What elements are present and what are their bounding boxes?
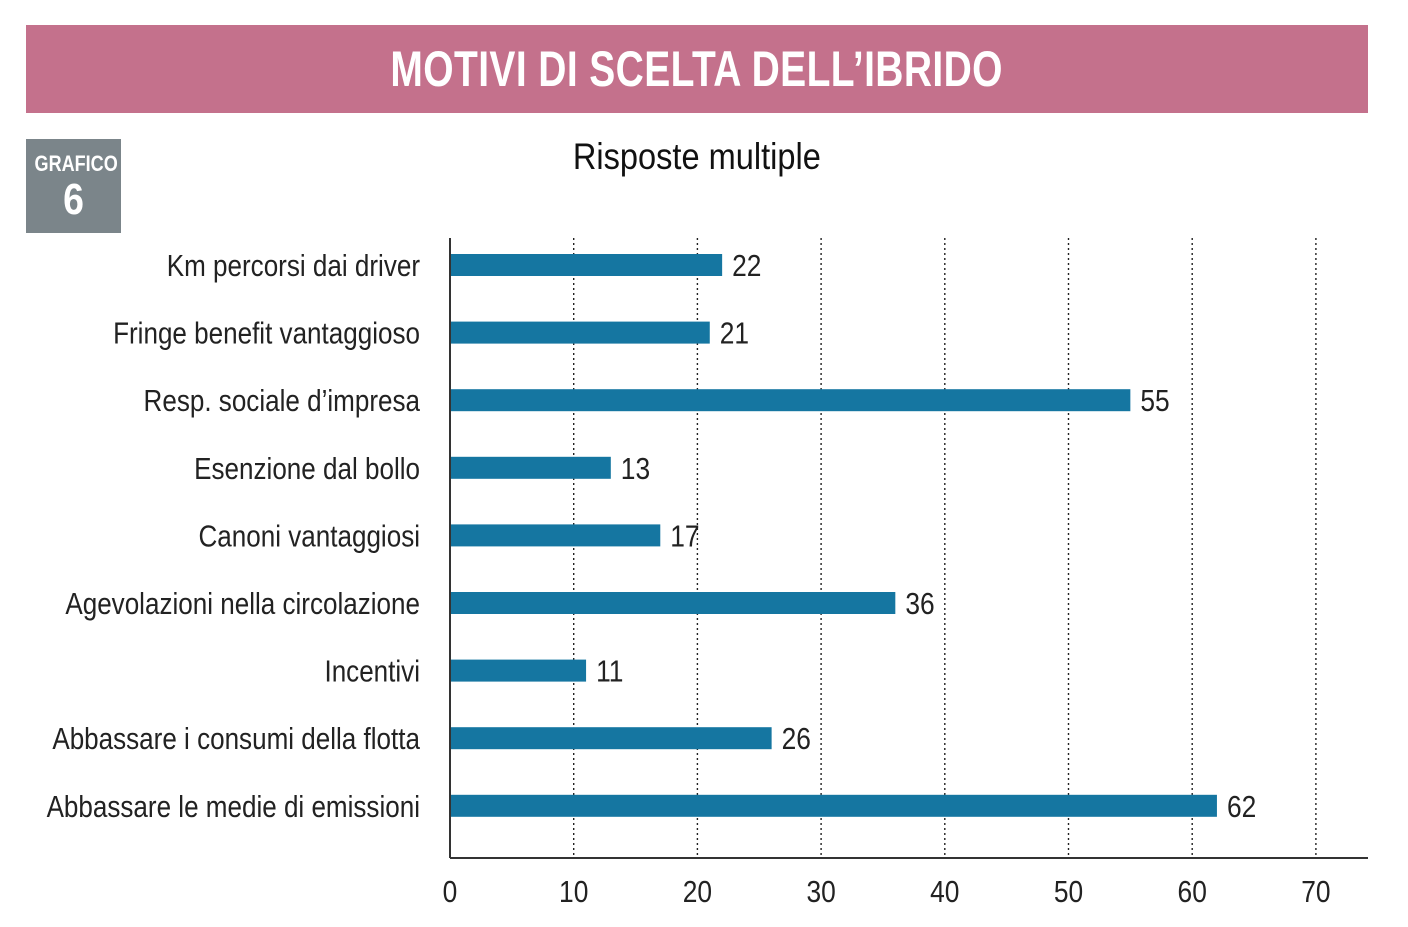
data-label: 17 [670,518,699,553]
x-tick-label: 10 [559,874,588,909]
category-labels: Km percorsi dai driver Fringe benefit van… [47,248,421,824]
data-label: 13 [621,451,650,486]
bar [450,524,661,547]
bars: 22 21 55 13 17 36 11 26 62 [450,248,1256,824]
chart-subtitle-text: Risposte multiple [573,136,821,177]
x-tick-label: 60 [1178,874,1207,909]
data-label: 26 [782,721,811,756]
title-band: MOTIVI DI SCELTA DELL’IBRIDO [26,25,1368,113]
x-tick-label: 70 [1301,874,1330,909]
category-label: Agevolazioni nella circolazione [65,586,420,621]
bar [450,659,587,682]
category-label: Abbassare i consumi della flotta [52,721,420,756]
data-label: 11 [596,654,623,689]
grid-lines [573,238,1317,858]
bar [450,727,772,750]
data-label: 21 [720,316,749,351]
category-label: Esenzione dal bollo [194,451,420,486]
bar [450,321,710,344]
chart-subtitle: Risposte multiple [0,136,1394,178]
chart-title: MOTIVI DI SCELTA DELL’IBRIDO [390,41,1004,97]
x-tick-labels: 0 10 20 30 40 50 60 70 [443,874,1331,909]
badge-number: 6 [63,175,84,224]
category-label: Fringe benefit vantaggioso [113,316,420,351]
category-label: Resp. sociale d’impresa [144,383,421,418]
data-label: 36 [905,586,934,621]
bar [450,456,611,479]
bar [450,794,1217,817]
axes [449,238,1368,859]
bar [450,389,1131,412]
category-label: Km percorsi dai driver [167,248,420,283]
x-tick-label: 30 [806,874,835,909]
data-label: 55 [1140,383,1169,418]
x-tick-label: 40 [930,874,959,909]
data-label: 62 [1227,789,1256,824]
x-tick-label: 20 [683,874,712,909]
bar [450,254,723,276]
data-label: 22 [732,248,761,283]
badge-label: GRAFICO [34,151,118,176]
chart-badge: GRAFICO 6 [26,139,121,233]
category-label: Incentivi [324,654,420,689]
category-label: Abbassare le medie di emissioni [47,789,420,824]
bar [450,592,896,614]
category-label: Canoni vantaggiosi [199,518,420,553]
x-tick-label: 50 [1054,874,1083,909]
x-tick-label: 0 [443,874,458,909]
